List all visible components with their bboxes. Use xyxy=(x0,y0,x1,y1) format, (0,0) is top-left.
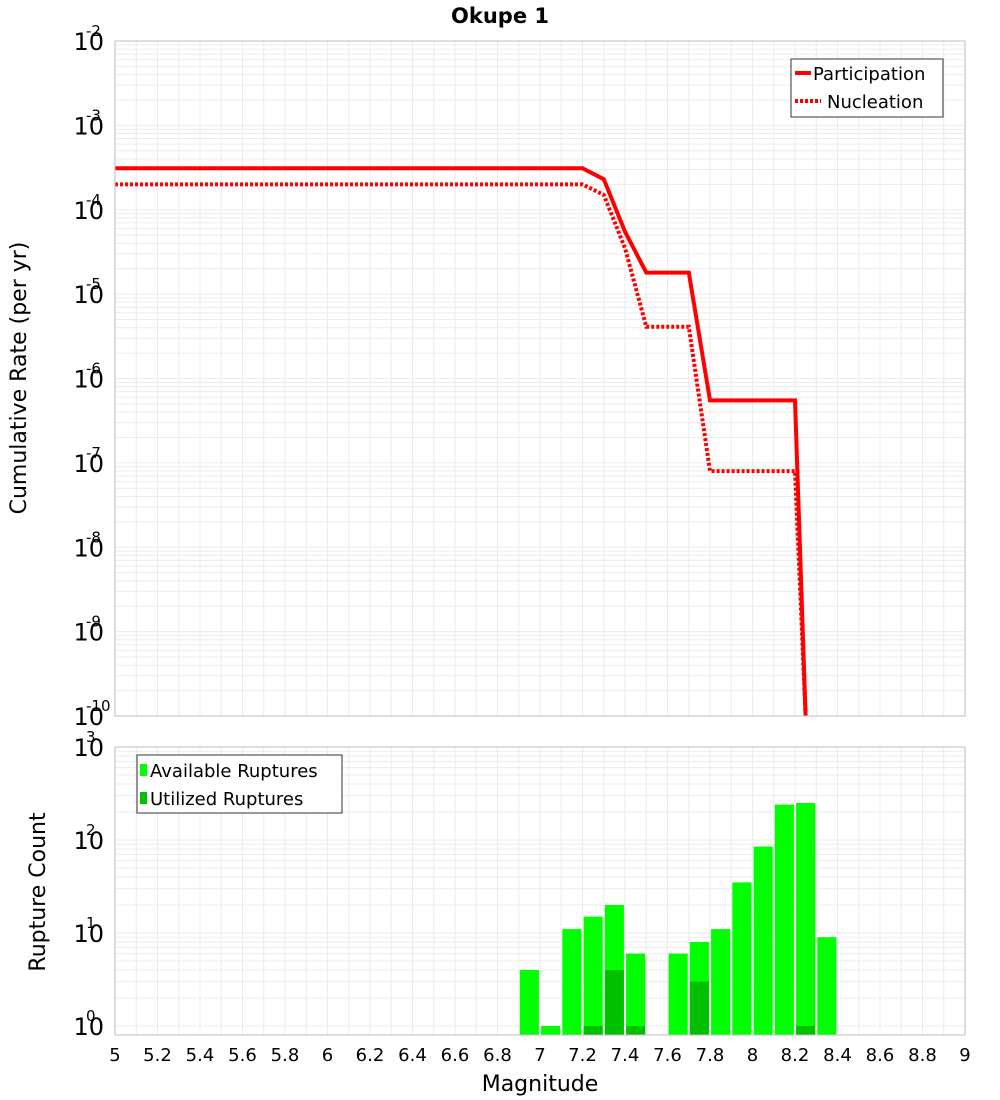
series-line-participation xyxy=(115,166,808,717)
x-ticks: 5 5.2 5.4 5.6 5.8 6 6.2 6.4 6.6 6.8 7 7.2 7.4 7.6 7.8 8… xyxy=(109,1045,970,1066)
x-tick-label: 8.2 xyxy=(781,1045,810,1066)
rate-y-tick-exponent: -5 xyxy=(86,275,101,293)
count-y-tick-exponent: 0 xyxy=(86,1007,96,1025)
count-y-tick-label: 10 xyxy=(73,827,104,855)
rate-y-tick-exponent: -4 xyxy=(86,191,101,209)
count-y-tick-exponent: 3 xyxy=(86,728,96,746)
rate-y-tick-label: 10 xyxy=(73,703,104,731)
available-bar xyxy=(796,803,816,1035)
available-bar xyxy=(732,882,752,1035)
rate-legend: Participation Nucleation xyxy=(790,58,944,118)
rate-y-tick-exponent: -8 xyxy=(86,528,101,546)
rate-y-tick-exponent: -7 xyxy=(86,444,101,462)
rate-y-tick-label: 10 xyxy=(73,112,104,140)
x-tick-label: 8.4 xyxy=(823,1045,852,1066)
count-bars xyxy=(519,803,837,1035)
x-tick-label: 7.8 xyxy=(696,1045,725,1066)
count-y-axis-label: Rupture Count xyxy=(26,812,51,972)
available-bar xyxy=(519,970,539,1035)
count-y-tick-label: 10 xyxy=(73,734,104,762)
available-bar xyxy=(626,953,646,1035)
legend-available-label: Available Ruptures xyxy=(150,761,318,782)
x-tick-label: 5.2 xyxy=(143,1045,172,1066)
rate-series xyxy=(115,166,808,717)
rate-y-tick-exponent: -9 xyxy=(86,613,101,631)
count-legend-box xyxy=(136,754,343,814)
rate-y-axis-label: Cumulative Rate (per yr) xyxy=(7,242,32,515)
rate-y-tick-label: 10 xyxy=(73,197,104,225)
rate-y-tick-exponent: -2 xyxy=(86,22,101,40)
available-bar xyxy=(562,929,582,1035)
rate-plot-frame xyxy=(114,40,966,717)
x-tick-label: 8.6 xyxy=(866,1045,895,1066)
utilized-bar xyxy=(626,1026,646,1035)
x-tick-label: 6.4 xyxy=(398,1045,427,1066)
rate-y-tick-exponent: -3 xyxy=(86,106,101,124)
x-tick-label: 7.4 xyxy=(611,1045,640,1066)
count-plot-frame xyxy=(114,746,966,1036)
available-bar xyxy=(711,929,731,1035)
rate-y-tick-label: 10 xyxy=(73,534,104,562)
count-y-tick-exponent: 2 xyxy=(86,821,96,839)
legend-utilized-swatch xyxy=(140,792,147,804)
available-bar xyxy=(668,953,688,1035)
rate-y-tick-exponent: -10 xyxy=(86,697,111,715)
rate-y-tick-exponent: -6 xyxy=(86,360,101,378)
series-line-nucleation xyxy=(115,182,808,717)
rate-y-tick-label: 10 xyxy=(73,281,104,309)
utilized-bar xyxy=(796,1026,816,1035)
x-tick-label: 5 xyxy=(109,1045,120,1066)
rate-y-tick-label: 10 xyxy=(73,28,104,56)
chart-title: Okupe 1 xyxy=(451,4,549,28)
rate-grid xyxy=(114,41,966,717)
legend-participation-label: Participation xyxy=(813,64,925,85)
available-bar xyxy=(753,846,773,1035)
x-tick-label: 5.8 xyxy=(271,1045,300,1066)
available-bar xyxy=(817,937,837,1035)
utilized-bar xyxy=(583,1026,603,1035)
rate-legend-box xyxy=(790,58,944,118)
count-y-tick-label: 10 xyxy=(73,1013,104,1041)
utilized-bar xyxy=(604,970,624,1035)
count-legend: Available Ruptures Utilized Ruptures xyxy=(136,754,343,814)
x-tick-label: 6.6 xyxy=(441,1045,470,1066)
legend-nucleation-label: Nucleation xyxy=(827,92,923,113)
rate-y-tick-label: 10 xyxy=(73,619,104,647)
x-tick-label: 9 xyxy=(959,1045,970,1066)
legend-utilized-label: Utilized Ruptures xyxy=(150,789,303,810)
x-tick-label: 7.2 xyxy=(568,1045,597,1066)
x-tick-label: 7.6 xyxy=(653,1045,682,1066)
legend-available-swatch xyxy=(140,764,147,776)
x-tick-label: 6 xyxy=(322,1045,333,1066)
x-tick-label: 6.8 xyxy=(483,1045,512,1066)
rate-y-tick-label: 10 xyxy=(73,450,104,478)
x-tick-label: 7 xyxy=(534,1045,545,1066)
rate-y-tick-label: 10 xyxy=(73,366,104,394)
count-y-tick-exponent: 1 xyxy=(86,914,96,932)
count-y-tick-label: 10 xyxy=(73,920,104,948)
x-tick-label: 5.4 xyxy=(186,1045,215,1066)
available-bar xyxy=(774,804,794,1035)
available-bar xyxy=(583,916,603,1035)
x-tick-label: 8.8 xyxy=(908,1045,937,1066)
x-axis-label: Magnitude xyxy=(482,1072,599,1097)
available-bar xyxy=(541,1026,561,1035)
x-tick-label: 8 xyxy=(747,1045,758,1066)
x-tick-label: 6.2 xyxy=(356,1045,385,1066)
utilized-bar xyxy=(689,981,709,1035)
x-tick-label: 5.6 xyxy=(228,1045,257,1066)
